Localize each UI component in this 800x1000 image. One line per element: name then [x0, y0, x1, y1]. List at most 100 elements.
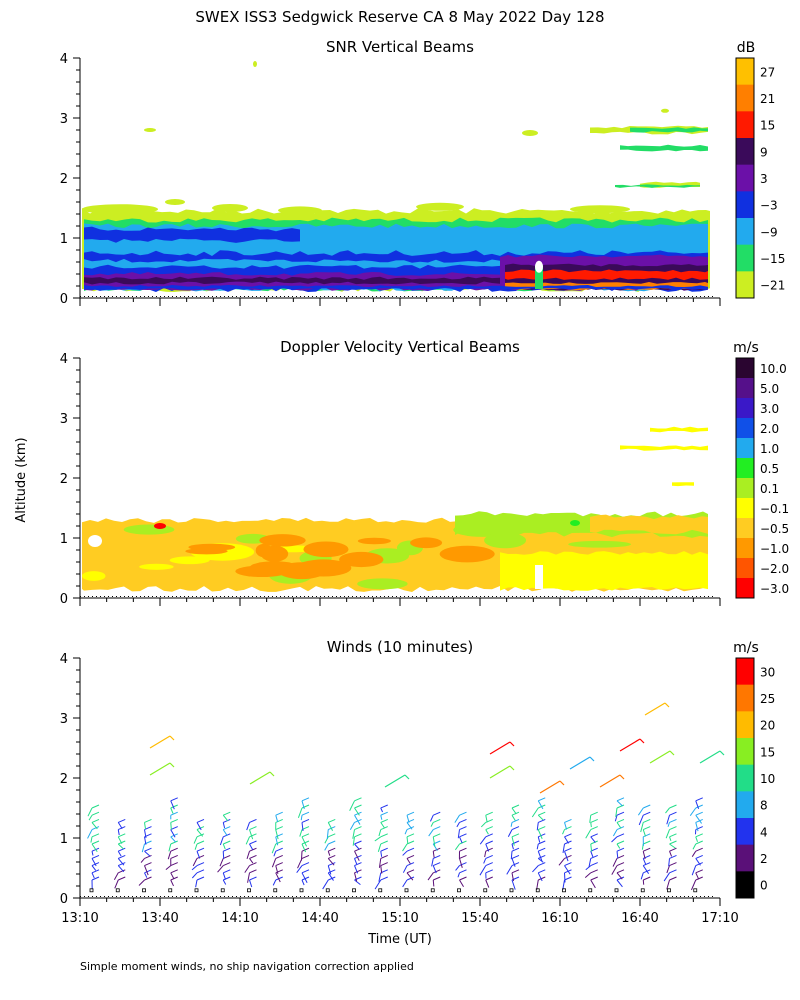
colorbar-swatch [736, 271, 754, 299]
wind-barb [301, 869, 310, 874]
wind-barb [485, 829, 489, 835]
colorbar-swatch [736, 818, 754, 846]
doppler-patch [295, 559, 352, 577]
wind-marker [640, 888, 645, 893]
colorbar-label: 15 [760, 745, 775, 759]
wind-barb [301, 800, 305, 809]
y-tick-label: 3 [60, 712, 68, 727]
wind-marker [299, 888, 304, 893]
doppler-layer [620, 445, 708, 451]
wind-barb [324, 843, 329, 851]
wind-marker [89, 888, 94, 893]
wind-barb [590, 826, 598, 831]
wind-barb [354, 807, 360, 816]
wind-barb [91, 826, 100, 831]
wind-barb [538, 876, 546, 881]
wind-barb [590, 869, 598, 874]
wind-barb [616, 818, 625, 823]
wind-barb [352, 836, 355, 846]
wind-barb [590, 836, 596, 843]
wind-barb [665, 807, 670, 814]
wind-barb [537, 872, 543, 882]
wind-barb [354, 879, 361, 886]
wind-barb [196, 854, 205, 859]
wind-barb [144, 826, 152, 831]
wind-barb [170, 822, 172, 830]
colorbar-swatch [736, 58, 754, 86]
wind-barb [431, 858, 434, 867]
wind-barb [459, 833, 467, 838]
wind-barb [275, 847, 283, 852]
wind-barb [354, 840, 362, 845]
wind-barb [669, 833, 677, 838]
wind-barb [669, 869, 677, 874]
wind-barb [380, 807, 383, 813]
wind-barb [538, 847, 546, 852]
wind-marker [588, 888, 593, 893]
wind-barb [170, 797, 178, 802]
wind-barb [380, 854, 388, 859]
colorbar-label: 4 [760, 825, 768, 839]
wind-barb [144, 876, 152, 881]
wind-marker [535, 888, 540, 893]
wind-marker [168, 888, 173, 893]
wind-barb [429, 814, 434, 822]
wind-barb [611, 865, 618, 875]
wind-barb [511, 818, 520, 823]
wind-barb [91, 811, 100, 816]
wind-barb [196, 869, 205, 874]
colorbar-label: 25 [760, 692, 775, 706]
wind-barb [616, 840, 625, 845]
wind-barb [223, 847, 231, 852]
wind-barb [249, 854, 257, 859]
wind-barb [300, 851, 303, 861]
wind-barb [511, 843, 514, 850]
wind-barb [406, 858, 411, 865]
wind-barb [144, 862, 152, 867]
wind-barb [170, 804, 178, 809]
wind-barb [584, 872, 592, 878]
wind-barb [692, 843, 697, 850]
wind-barb [590, 851, 594, 858]
y-tick-label: 0 [60, 292, 68, 307]
snr-layer [630, 127, 708, 133]
wind-marker [352, 888, 356, 893]
wind-barb [666, 815, 670, 825]
wind-barb [380, 811, 388, 816]
wind-barb [354, 826, 362, 831]
wind-barb [301, 840, 310, 845]
wind-barb [249, 847, 257, 852]
wind-barb [669, 818, 677, 823]
wind-barb [669, 847, 677, 852]
wind-barb [91, 869, 100, 874]
wind-barb [695, 847, 703, 852]
wind-barb [354, 850, 360, 861]
wind-barb [664, 702, 670, 708]
wind-barb [354, 843, 360, 850]
colorbar-unit: m/s [733, 340, 759, 356]
wind-barb [669, 804, 677, 809]
snr-patch [253, 61, 257, 67]
wind-barb [301, 876, 310, 881]
wind-barb [301, 872, 308, 883]
y-axis-label: Altitude (km) [14, 437, 29, 522]
wind-barb [301, 847, 310, 852]
wind-barb [459, 854, 467, 859]
wind-barb [479, 836, 487, 845]
wind-barb [485, 869, 493, 874]
wind-barb [244, 865, 250, 873]
wind-barb [380, 851, 383, 857]
wind-barb [91, 854, 100, 859]
wind-barb [249, 826, 257, 831]
wind-barb [432, 843, 438, 851]
wind-barb [380, 804, 388, 809]
wind-barb [406, 826, 415, 831]
wind-barb [457, 829, 460, 839]
wind-barb [91, 833, 100, 838]
wind-barb [564, 826, 572, 831]
wind-barb [459, 811, 467, 816]
x-tick-label: 14:10 [221, 911, 258, 926]
snr-patch [165, 199, 185, 205]
colorbar-swatch [736, 438, 754, 459]
snr-patch [144, 128, 156, 132]
